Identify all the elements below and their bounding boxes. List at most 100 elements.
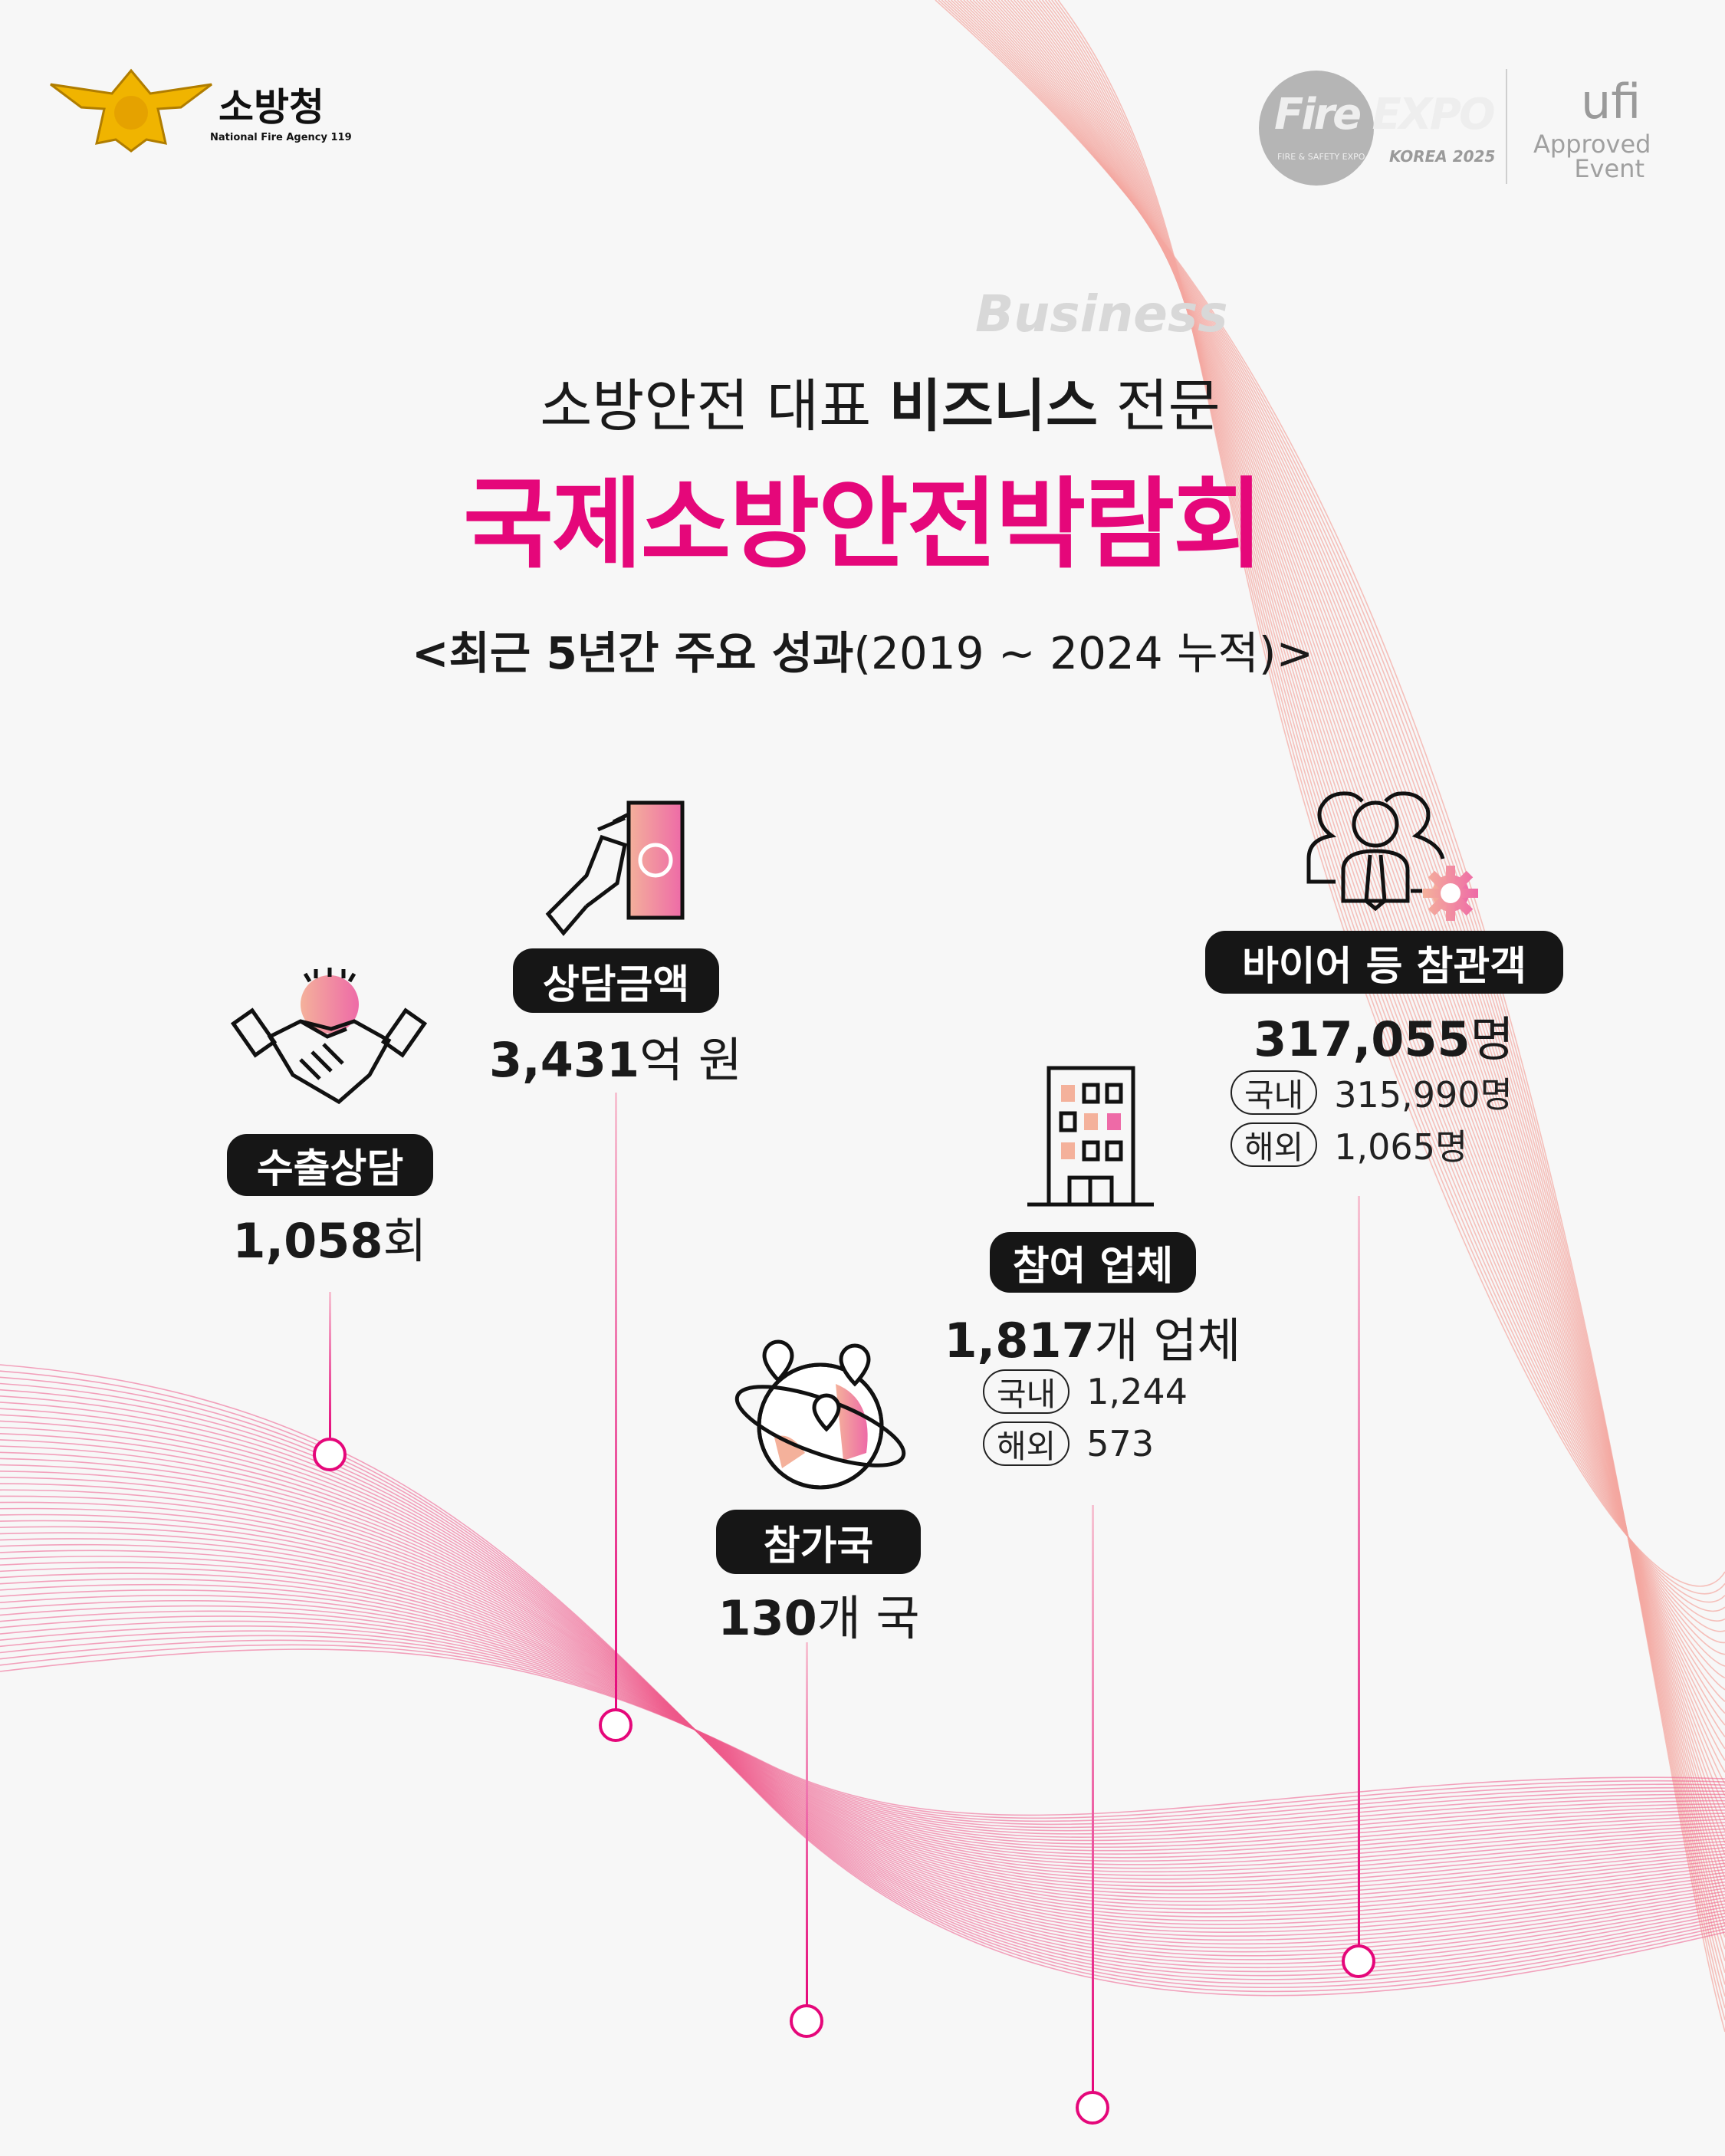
stat-value-participating-companies: 1,817개 업체 [939,1302,1246,1371]
wave-line [0,1538,1725,1888]
people-gear-icon [1306,791,1478,921]
handshake-icon [230,968,428,1105]
wave-line [0,1567,1725,1869]
ufi-logo-text: ufi [1581,74,1641,130]
value-unit: 억 원 [639,1032,742,1088]
breakdown-value: 1,065명 [1334,1126,1468,1168]
wave-line [1001,0,1725,1785]
title-line1: 소방안전 대표 비즈니스 전문 [0,360,1725,442]
stat-label-participating-companies: 참여 업체 [990,1232,1196,1293]
fire-agency-emblem-icon [50,68,212,153]
wave-line [0,1599,1725,1849]
wave-line [1020,0,1725,1714]
breakdown-domestic: 국내 1,244 [983,1369,1188,1414]
connector-dot [790,2004,823,2038]
wave-line [0,1578,1725,1862]
wave-line [1032,0,1725,1667]
title-suffix: 전문 [1098,373,1221,439]
value-unit: 명 [1470,1011,1514,1067]
connector-line [615,1093,617,1710]
breakdown-value: 315,990명 [1334,1074,1513,1116]
wave-line [0,1605,1725,1845]
connector-dot [1076,2091,1109,2125]
wave-line [0,1625,1725,1832]
ufi-line2: Event [1574,154,1644,183]
tag-overseas: 해외 [1230,1122,1318,1167]
ufi-line1: Approved [1533,130,1651,159]
wave-line [0,1532,1725,1891]
ufi-approved-text: Approved Event [1533,130,1651,183]
stat-value-countries: 130개 국 [665,1579,972,1648]
value-number: 1,058 [232,1213,383,1269]
wave-line [1035,0,1725,1655]
wave-line [0,1543,1725,1884]
globe-pins-icon [734,1339,906,1490]
agency-name: 소방청 [219,85,324,130]
money-hand-icon [545,800,685,936]
logo-divider [1506,69,1507,184]
value-unit: 개 국 [816,1590,920,1646]
wave-line [0,1589,1725,1855]
subtitle-bold: <최근 5년간 주요 성과 [411,627,854,679]
value-unit: 회 [383,1213,427,1269]
wave-line [1023,0,1725,1702]
building-icon [1027,1066,1154,1207]
business-watermark: Business [975,284,1228,343]
wave-line [0,1595,1725,1852]
subtitle-rest: (2019 ~ 2024 누적)> [853,627,1314,679]
connector-dot [313,1438,347,1471]
tag-overseas: 해외 [983,1421,1070,1466]
connector-line [1358,1196,1360,1946]
wave-line [0,1648,1725,1816]
wave-line [0,1556,1725,1876]
stat-value-visitors: 317,055명 [1230,1001,1537,1070]
page-title: 국제소방안전박람회 [463,468,1263,582]
tag-domestic: 국내 [1230,1070,1318,1115]
wave-line [0,1573,1725,1865]
breakdown-overseas: 해외 573 [983,1421,1154,1466]
breakdown-value: 573 [1086,1423,1155,1464]
title-prefix: 소방안전 대표 [540,373,889,439]
fire-expo-logo-text: Fire EXPO [1274,90,1496,140]
wave-line [0,1644,1725,1819]
breakdown-domestic: 국내 315,990명 [1230,1067,1513,1118]
wave-line [1026,0,1725,1691]
tag-domestic: 국내 [983,1369,1070,1414]
wave-line [1029,0,1725,1679]
stat-value-export-consultation: 1,058회 [176,1202,483,1271]
wave-line [0,1550,1725,1880]
wave-line [1041,0,1725,1632]
wave-line [0,1630,1725,1829]
fire-expo-edition: KOREA 2025 [1389,147,1496,166]
breakdown-overseas: 해외 1,065명 [1230,1119,1467,1170]
stat-value-consultation-amount: 3,431억 원 [462,1021,769,1090]
wave-line [0,1610,1725,1842]
connector-dot [1342,1944,1375,1978]
value-number: 3,431 [489,1032,640,1088]
agency-subtitle: National Fire Agency 119 [210,132,352,143]
fire-expo-subtitle: FIRE & SAFETY EXPO [1277,152,1365,162]
stat-label-export-consultation: 수출상담 [227,1134,433,1196]
wave-line [1038,0,1725,1644]
value-number: 130 [718,1590,817,1646]
connector-line [329,1292,331,1438]
value-number: 1,817 [944,1313,1095,1369]
fire-expo-logo-circle [1259,71,1374,186]
page-subtitle: <최근 5년간 주요 성과(2019 ~ 2024 누적)> [0,617,1725,682]
stat-label-visitors: 바이어 등 참관객 [1205,931,1563,994]
title-bold: 비즈니스 [889,373,1099,439]
stat-label-consultation-amount: 상담금액 [513,948,719,1013]
wave-line [0,1639,1725,1822]
connector-dot [599,1708,632,1742]
value-number: 317,055 [1254,1011,1470,1067]
wave-line [0,1620,1725,1835]
stat-label-countries: 참가국 [716,1510,921,1574]
value-unit: 개 업체 [1094,1313,1241,1369]
wave-line [1010,0,1725,1750]
wave-line [0,1420,1725,1960]
connector-line [806,1642,808,2007]
wave-line [0,1561,1725,1873]
wave-line [0,1583,1725,1859]
wave-line [0,1635,1725,1826]
